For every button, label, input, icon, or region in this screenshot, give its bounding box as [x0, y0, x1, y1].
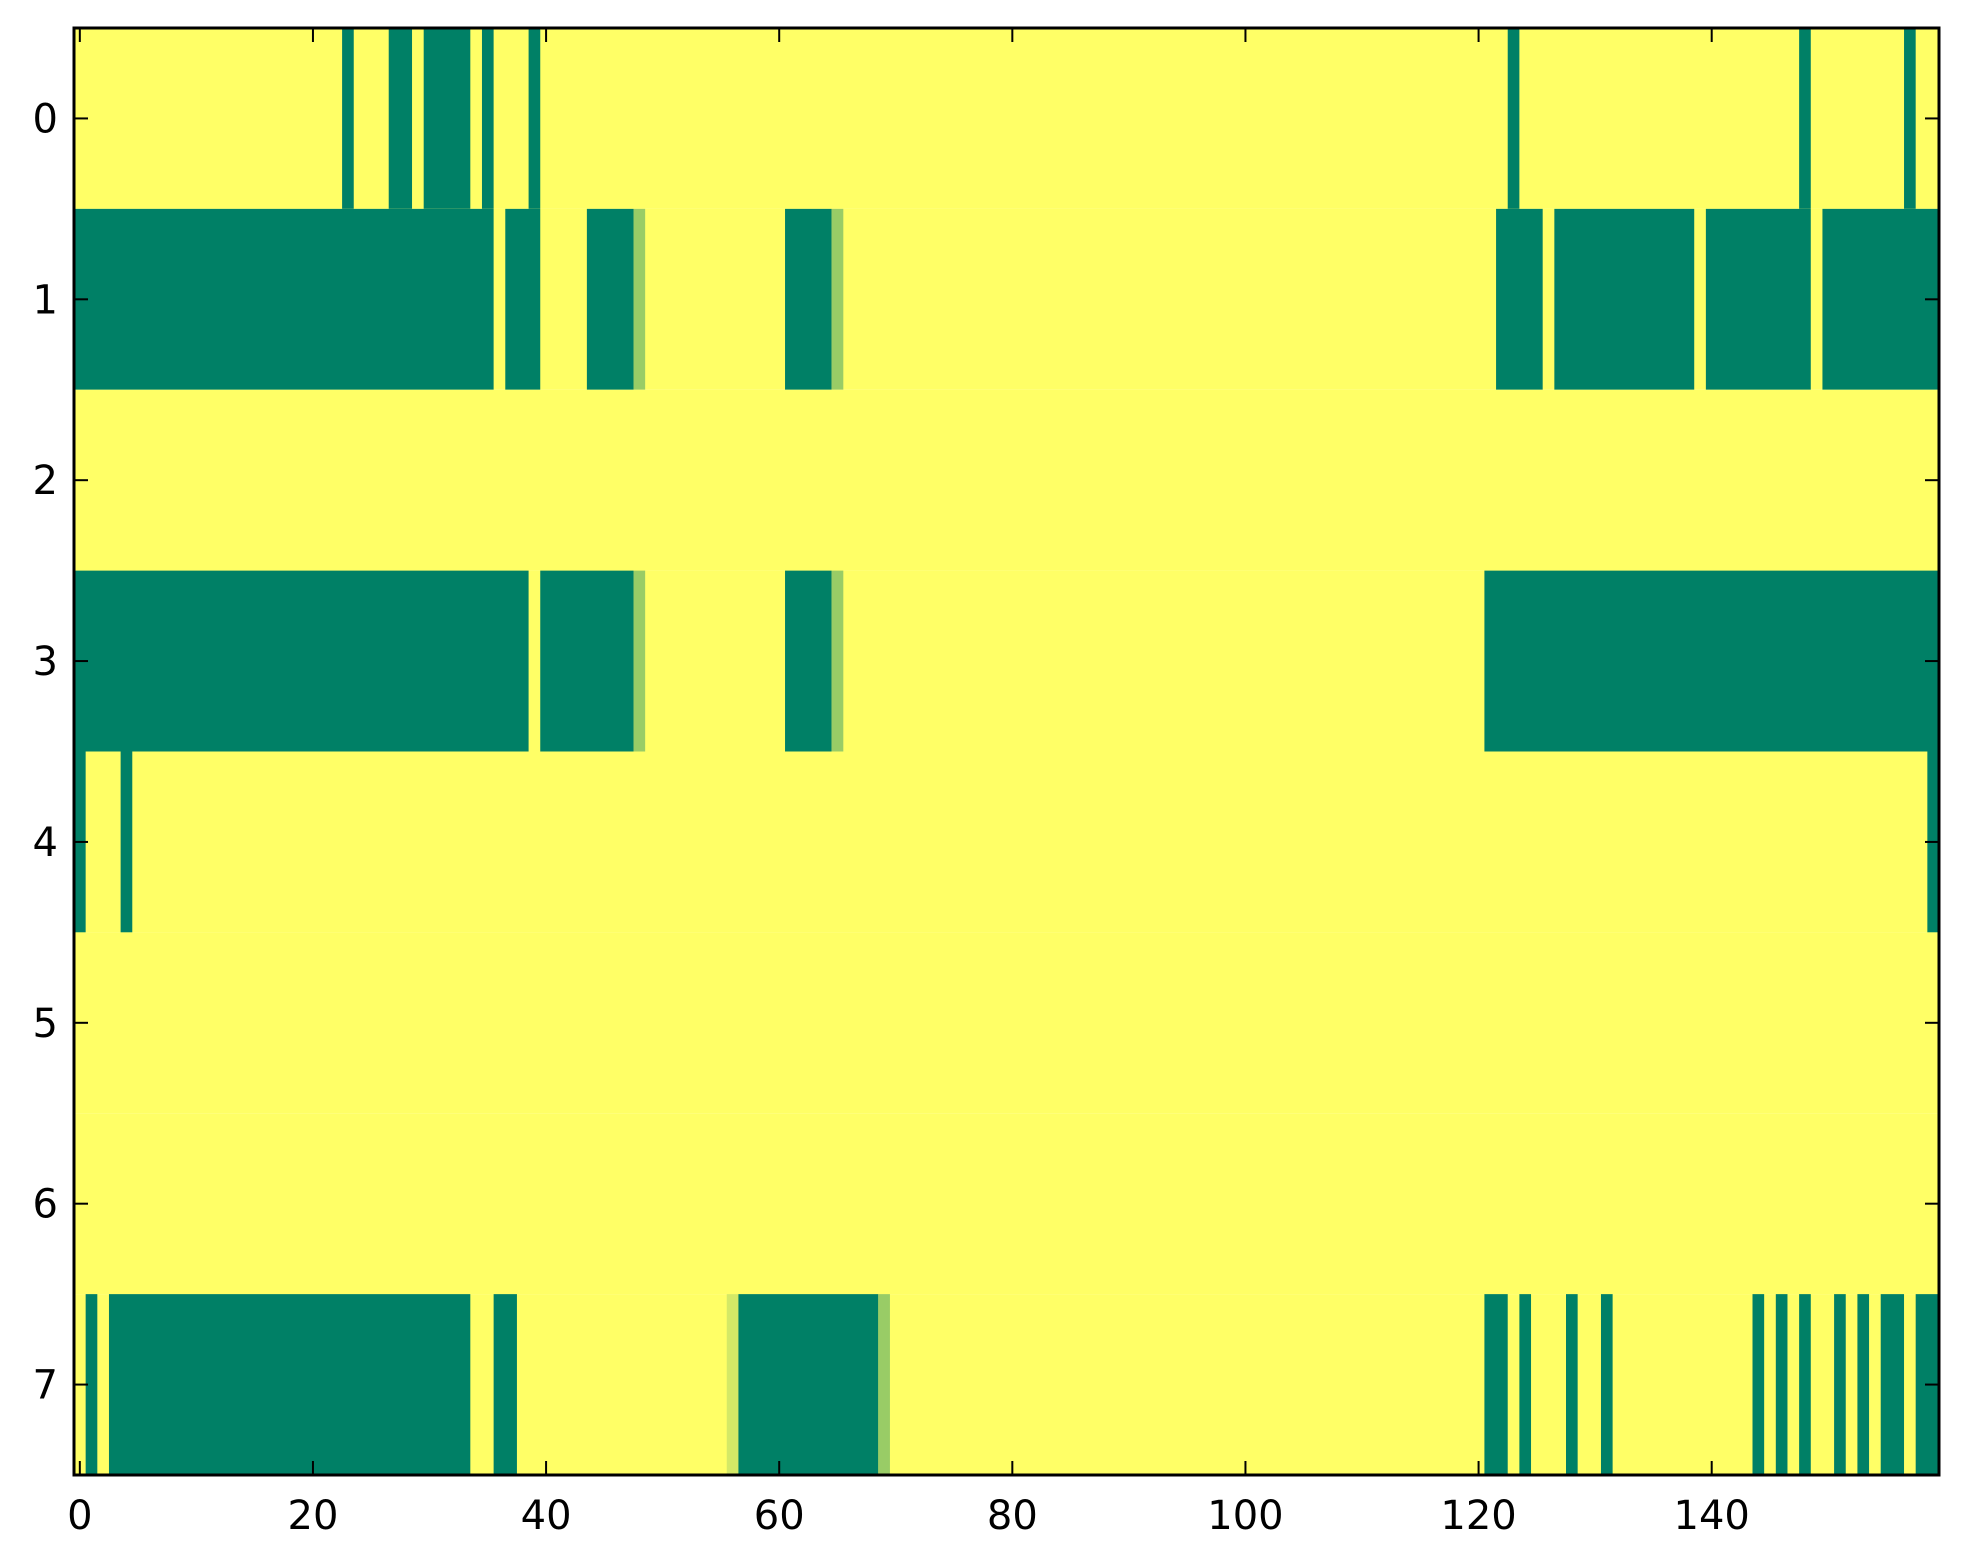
heatmap-cell-row-1-seg-6 — [1496, 208, 1543, 390]
heatmap-cell-row-3-seg-0 — [74, 570, 529, 752]
y-tick-label-1: 1 — [33, 277, 58, 323]
heatmap-cell-row-0-seg-0 — [342, 28, 354, 209]
heatmap-cell-row-7-seg-2 — [493, 1294, 517, 1475]
heatmap-row-2-background — [74, 389, 1939, 571]
heatmap-row-0-background — [74, 28, 1939, 209]
heatmap-cell-row-1-seg-0 — [74, 208, 494, 390]
heatmap-cell-row-0-seg-6 — [1799, 28, 1811, 209]
x-tick-label-0: 0 — [67, 1493, 92, 1539]
heatmap-cell-row-7-seg-0 — [85, 1294, 98, 1475]
y-tick-label-6: 6 — [33, 1182, 58, 1228]
heatmap-cell-row-1-seg-2 — [586, 208, 634, 390]
axis-ticks — [74, 28, 1939, 1475]
heatmap-cell-row-0-seg-1 — [388, 28, 413, 209]
y-tick-label-7: 7 — [33, 1363, 58, 1409]
heatmap-cell-row-7-seg-12 — [1799, 1294, 1811, 1475]
heatmap-row-6-background — [74, 1113, 1939, 1295]
plot-frame — [72, 26, 1941, 1477]
heatmap-cell-row-7-seg-5 — [878, 1294, 890, 1475]
heatmap-cell-row-7-seg-7 — [1519, 1294, 1532, 1475]
heatmap-cell-row-7-seg-6 — [1484, 1294, 1508, 1475]
heatmap-cell-row-3-seg-1 — [540, 570, 634, 752]
x-tick-label-40: 40 — [521, 1493, 572, 1539]
heatmap-cell-row-4-seg-1 — [120, 751, 133, 933]
x-tick-label-80: 80 — [987, 1493, 1038, 1539]
x-tick-label-140: 140 — [1674, 1493, 1750, 1539]
heatmap-cell-row-3-seg-5 — [1484, 570, 1939, 752]
x-tick-label-120: 120 — [1440, 1493, 1516, 1539]
heatmap-cell-row-7-seg-10 — [1752, 1294, 1765, 1475]
y-tick-label-3: 3 — [33, 639, 58, 685]
heatmap-cell-row-3-seg-2 — [633, 570, 646, 752]
axis-tick-labels: 0 20 40 60 80 100 120 140 0 1 2 3 4 5 6 7 — [33, 96, 1750, 1539]
x-tick-label-100: 100 — [1207, 1493, 1283, 1539]
heatmap-cell-row-1-seg-3 — [633, 208, 646, 390]
heatmap-cell-row-7-seg-1 — [108, 1294, 471, 1475]
heatmap-cell-row-7-seg-8 — [1566, 1294, 1578, 1475]
x-tick-label-20: 20 — [288, 1493, 339, 1539]
heatmap-cell-row-1-seg-1 — [505, 208, 541, 390]
y-tick-label-0: 0 — [33, 96, 58, 142]
heatmap-cell-row-7-seg-11 — [1775, 1294, 1788, 1475]
y-tick-label-5: 5 — [33, 1001, 58, 1047]
heatmap-row-5-background — [74, 932, 1939, 1114]
x-tick-label-60: 60 — [754, 1493, 805, 1539]
heatmap-row-4-background — [74, 751, 1939, 933]
heatmap-cell-row-7-seg-9 — [1600, 1294, 1613, 1475]
heatmap-cell-row-1-seg-8 — [1705, 208, 1811, 390]
heatmap-cells — [74, 28, 1939, 1475]
heatmap-cell-row-7-seg-14 — [1857, 1294, 1870, 1475]
heatmap-cell-row-3-seg-4 — [831, 570, 844, 752]
heatmap-cell-row-1-seg-5 — [831, 208, 844, 390]
y-tick-label-2: 2 — [33, 458, 58, 504]
heatmap-cell-row-1-seg-7 — [1554, 208, 1695, 390]
heatmap-cell-row-3-seg-3 — [785, 570, 832, 752]
heatmap-cell-row-7-seg-4 — [738, 1294, 879, 1475]
heatmap-cell-row-7-seg-3 — [726, 1294, 739, 1475]
heatmap-cell-row-7-seg-13 — [1834, 1294, 1846, 1475]
heatmap-cell-row-0-seg-7 — [1904, 28, 1916, 209]
heatmap-cell-row-0-seg-4 — [528, 28, 541, 209]
heatmap-cell-row-0-seg-3 — [481, 28, 494, 209]
heatmap-cell-row-1-seg-9 — [1822, 208, 1939, 390]
y-tick-label-4: 4 — [33, 820, 58, 866]
heatmap-cell-row-7-seg-15 — [1880, 1294, 1905, 1475]
heatmap-cell-row-0-seg-5 — [1507, 28, 1520, 209]
heatmap-cell-row-0-seg-2 — [423, 28, 471, 209]
heatmap-cell-row-1-seg-4 — [785, 208, 832, 390]
